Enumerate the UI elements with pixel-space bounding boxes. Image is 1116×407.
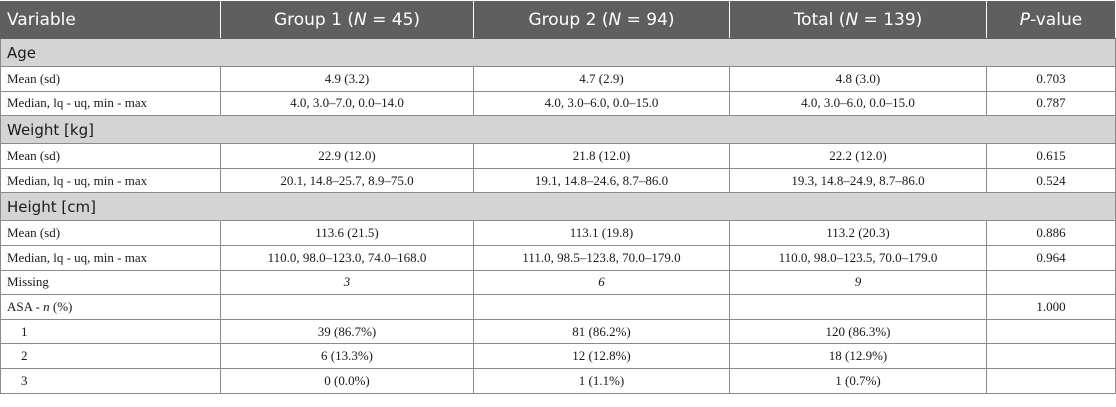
table-row: 1 39 (86.7%) 81 (86.2%) 120 (86.3%): [0, 318, 1116, 345]
section-title-age: Age: [0, 38, 1116, 67]
section-title-height: Height [cm]: [0, 192, 1116, 222]
table-row-asa: ASA - n (%) 1.000: [0, 294, 1116, 320]
cell-group2: 113.1 (19.8): [473, 220, 730, 246]
cell-group2: 81 (86.2%): [473, 318, 730, 345]
row-label: Mean (sd): [0, 66, 221, 92]
header-variable: Variable: [0, 0, 221, 39]
row-label: Median, lq - uq, min - max: [0, 167, 221, 194]
cell-group1: 22.9 (12.0): [220, 143, 474, 169]
row-label: Missing: [0, 269, 221, 296]
cell-p-value: [986, 367, 1116, 394]
cell-group1: 110.0, 98.0–123.0, 74.0–168.0: [220, 244, 474, 271]
cell-total: 110.0, 98.0–123.5, 70.0–179.0: [729, 244, 987, 271]
row-label: Median, lq - uq, min - max: [0, 244, 221, 271]
section-row-weight: Weight [kg]: [0, 115, 1116, 145]
table-row: Median, lq - uq, min - max 110.0, 98.0–1…: [0, 244, 1116, 271]
cell-total: 4.0, 3.0–6.0, 0.0–15.0: [729, 90, 987, 117]
row-label: ASA - n (%): [0, 294, 221, 320]
cell-group1: 0 (0.0%): [220, 367, 474, 394]
cell-p-value: 0.787: [986, 90, 1116, 117]
cell-p-value: 0.524: [986, 167, 1116, 194]
row-label: 3: [0, 367, 221, 394]
cell-group2: 4.7 (2.9): [473, 66, 730, 92]
cell-group2: 12 (12.8%): [473, 343, 730, 369]
cell-p-value: 0.615: [986, 143, 1116, 169]
table-row: Median, lq - uq, min - max 20.1, 14.8–25…: [0, 167, 1116, 194]
cell-group2: 4.0, 3.0–6.0, 0.0–15.0: [473, 90, 730, 117]
cell-group2: [473, 294, 730, 320]
cell-p-value: [986, 269, 1116, 296]
cell-p-value: 0.886: [986, 220, 1116, 246]
row-label: 1: [0, 318, 221, 345]
cell-total: 22.2 (12.0): [729, 143, 987, 169]
header-group2: Group 2 (N = 94): [473, 0, 730, 39]
cell-p-value: [986, 343, 1116, 369]
cell-group2: 1 (1.1%): [473, 367, 730, 394]
cell-total: 120 (86.3%): [729, 318, 987, 345]
cell-group2: 21.8 (12.0): [473, 143, 730, 169]
cell-total: 19.3, 14.8–24.9, 8.7–86.0: [729, 167, 987, 194]
cell-group1: 113.6 (21.5): [220, 220, 474, 246]
row-label: Median, lq - uq, min - max: [0, 90, 221, 117]
cell-p-value: 1.000: [986, 294, 1116, 320]
row-label: Mean (sd): [0, 143, 221, 169]
cell-total: 4.8 (3.0): [729, 66, 987, 92]
cell-total: 113.2 (20.3): [729, 220, 987, 246]
cell-group1: 39 (86.7%): [220, 318, 474, 345]
demographics-table: Variable Group 1 (N = 45) Group 2 (N = 9…: [0, 0, 1116, 394]
cell-group1: 3: [220, 269, 474, 296]
table-header-row: Variable Group 1 (N = 45) Group 2 (N = 9…: [0, 0, 1116, 39]
table-row: Mean (sd) 22.9 (12.0) 21.8 (12.0) 22.2 (…: [0, 143, 1116, 169]
table-row: Missing 3 6 9: [0, 269, 1116, 296]
table-row: 2 6 (13.3%) 12 (12.8%) 18 (12.9%): [0, 343, 1116, 369]
cell-p-value: [986, 318, 1116, 345]
section-title-weight: Weight [kg]: [0, 115, 1116, 145]
table-row: Mean (sd) 113.6 (21.5) 113.1 (19.8) 113.…: [0, 220, 1116, 246]
cell-total: 1 (0.7%): [729, 367, 987, 394]
row-label: Mean (sd): [0, 220, 221, 246]
header-p-value: P-value: [986, 0, 1116, 39]
cell-group1: 6 (13.3%): [220, 343, 474, 369]
table-row: Mean (sd) 4.9 (3.2) 4.7 (2.9) 4.8 (3.0) …: [0, 66, 1116, 92]
cell-group2: 6: [473, 269, 730, 296]
cell-group1: 4.0, 3.0–7.0, 0.0–14.0: [220, 90, 474, 117]
cell-group2: 111.0, 98.5–123.8, 70.0–179.0: [473, 244, 730, 271]
cell-total: [729, 294, 987, 320]
cell-group2: 19.1, 14.8–24.6, 8.7–86.0: [473, 167, 730, 194]
table-row: Median, lq - uq, min - max 4.0, 3.0–7.0,…: [0, 90, 1116, 117]
header-total: Total (N = 139): [729, 0, 987, 39]
cell-group1: [220, 294, 474, 320]
cell-group1: 4.9 (3.2): [220, 66, 474, 92]
section-row-age: Age: [0, 38, 1116, 67]
header-group1: Group 1 (N = 45): [220, 0, 474, 39]
cell-total: 9: [729, 269, 987, 296]
cell-p-value: 0.964: [986, 244, 1116, 271]
row-label: 2: [0, 343, 221, 369]
table-row: 3 0 (0.0%) 1 (1.1%) 1 (0.7%): [0, 367, 1116, 394]
cell-group1: 20.1, 14.8–25.7, 8.9–75.0: [220, 167, 474, 194]
section-row-height: Height [cm]: [0, 192, 1116, 222]
cell-p-value: 0.703: [986, 66, 1116, 92]
cell-total: 18 (12.9%): [729, 343, 987, 369]
